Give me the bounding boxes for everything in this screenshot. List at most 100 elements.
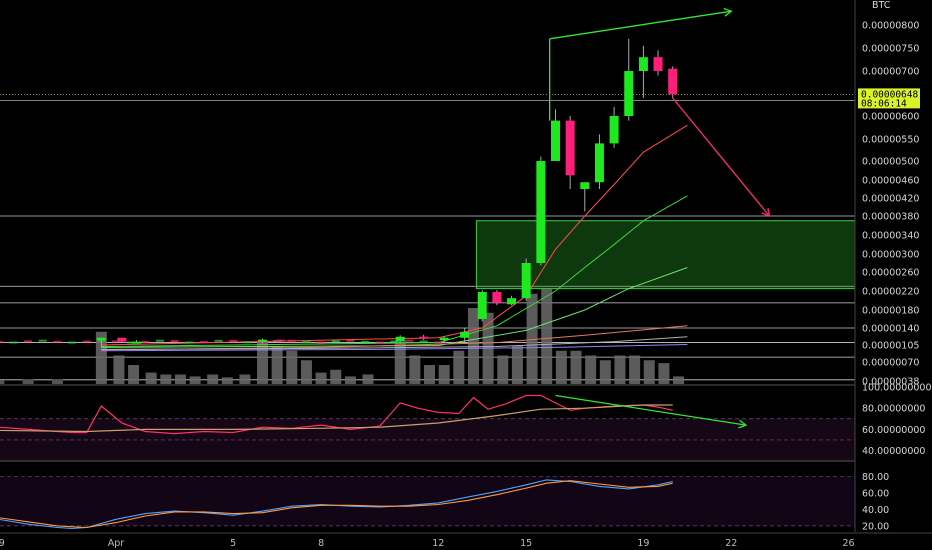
volume-bar [189, 376, 201, 384]
candle [126, 341, 135, 344]
candle[interactable] [275, 339, 285, 342]
volume-bar [424, 365, 436, 384]
candle[interactable] [521, 263, 531, 299]
candle[interactable] [117, 337, 127, 342]
candle[interactable] [439, 337, 449, 341]
price-axis-label: 0.00000550 [862, 135, 919, 146]
stoch-axis-label: 40.00 [862, 505, 889, 516]
price-axis-label: 0.00000038 [862, 377, 919, 388]
stoch-line [0, 479, 673, 529]
candle[interactable] [551, 120, 560, 161]
candle [243, 341, 252, 344]
candle [375, 341, 384, 344]
volume-bar [22, 379, 34, 384]
volume-bar [614, 355, 626, 384]
x-axis-tick-label: 5 [230, 538, 236, 549]
candle[interactable] [460, 331, 470, 338]
volume-bar [643, 360, 655, 384]
rsi-line [0, 404, 673, 433]
x-axis-tick-label: 22 [725, 538, 737, 549]
moving-average-line [101, 124, 688, 346]
x-axis-tick-label: Apr [108, 538, 125, 549]
divergence-arrow[interactable] [555, 394, 747, 426]
trend-arrow[interactable] [549, 10, 732, 40]
trend-arrow[interactable] [672, 97, 770, 217]
current-price-label: 0.00000648 [861, 89, 918, 100]
candle [405, 339, 413, 342]
candle[interactable] [507, 298, 517, 305]
x-axis-tick-label: 26 [842, 538, 854, 549]
candle[interactable] [395, 336, 405, 342]
candle [390, 340, 399, 343]
price-axis-label: 0.00000180 [862, 306, 919, 317]
volume-bar [658, 363, 670, 384]
candle [287, 339, 296, 342]
volume-bar [51, 379, 63, 384]
volume-bar [599, 360, 611, 384]
price-axis-label: 0.00000105 [862, 341, 919, 352]
volume-bar [239, 374, 251, 384]
volume-bar [330, 369, 342, 384]
volume-bar [257, 341, 268, 384]
volume-bar [467, 308, 479, 384]
candle[interactable] [638, 57, 648, 71]
price-axis-label: 0.00000300 [862, 250, 919, 261]
candle[interactable] [580, 182, 590, 189]
price-axis-label: 0.00000140 [862, 324, 919, 335]
price-panel[interactable] [0, 7, 856, 384]
candle [302, 341, 311, 344]
volume-bar [497, 355, 509, 384]
trend-arrow-head [723, 7, 733, 17]
candle [185, 341, 194, 344]
candle[interactable] [609, 116, 619, 144]
x-axis-tick-label: 8 [318, 538, 324, 549]
candle [170, 340, 179, 343]
candle[interactable] [492, 291, 502, 303]
candle [9, 341, 18, 344]
price-axis-label: 0.00000220 [862, 287, 919, 298]
candle [361, 340, 370, 343]
rsi-axis-label: 40.00000000 [862, 446, 925, 457]
rsi-axis-label: 60.00000000 [862, 425, 925, 436]
candle [112, 340, 120, 343]
current-price-badge [858, 88, 920, 109]
volume-bar [174, 374, 186, 384]
candle [199, 341, 208, 344]
price-axis-label: 0.00000340 [862, 231, 919, 242]
price-axis-label: 0.00000260 [862, 268, 919, 279]
candle[interactable] [668, 68, 678, 95]
volume-bar [145, 372, 157, 384]
trend-arrow-head [761, 208, 771, 218]
volume-bar [409, 355, 421, 384]
candle[interactable] [536, 161, 546, 263]
volume-bar [394, 341, 406, 384]
candle[interactable] [419, 336, 429, 339]
volume-bar [0, 380, 5, 384]
price-axis-label: 0.00000800 [862, 21, 919, 32]
candle[interactable] [624, 71, 634, 116]
rsi-panel[interactable] [0, 394, 855, 462]
price-axis-label: 0.00000500 [862, 157, 919, 168]
candle[interactable] [258, 339, 267, 342]
candle[interactable] [653, 57, 663, 71]
volume-bar [128, 365, 140, 384]
candle[interactable] [132, 341, 142, 344]
volume-bar [344, 376, 356, 384]
candle[interactable] [477, 291, 487, 319]
candle[interactable] [565, 120, 575, 176]
stoch-rsi-panel[interactable] [0, 476, 855, 529]
volume-bar [286, 350, 298, 384]
volume-bar [315, 372, 327, 384]
volume-bar [526, 293, 538, 384]
support-zone[interactable] [475, 220, 856, 290]
stoch-line [0, 480, 673, 529]
candle[interactable] [594, 143, 604, 183]
candle [229, 339, 238, 342]
candle[interactable] [96, 337, 106, 341]
x-axis-tick-label: 12 [432, 538, 444, 549]
candle [82, 340, 91, 343]
price-axis-label: 0.00000460 [862, 176, 919, 187]
